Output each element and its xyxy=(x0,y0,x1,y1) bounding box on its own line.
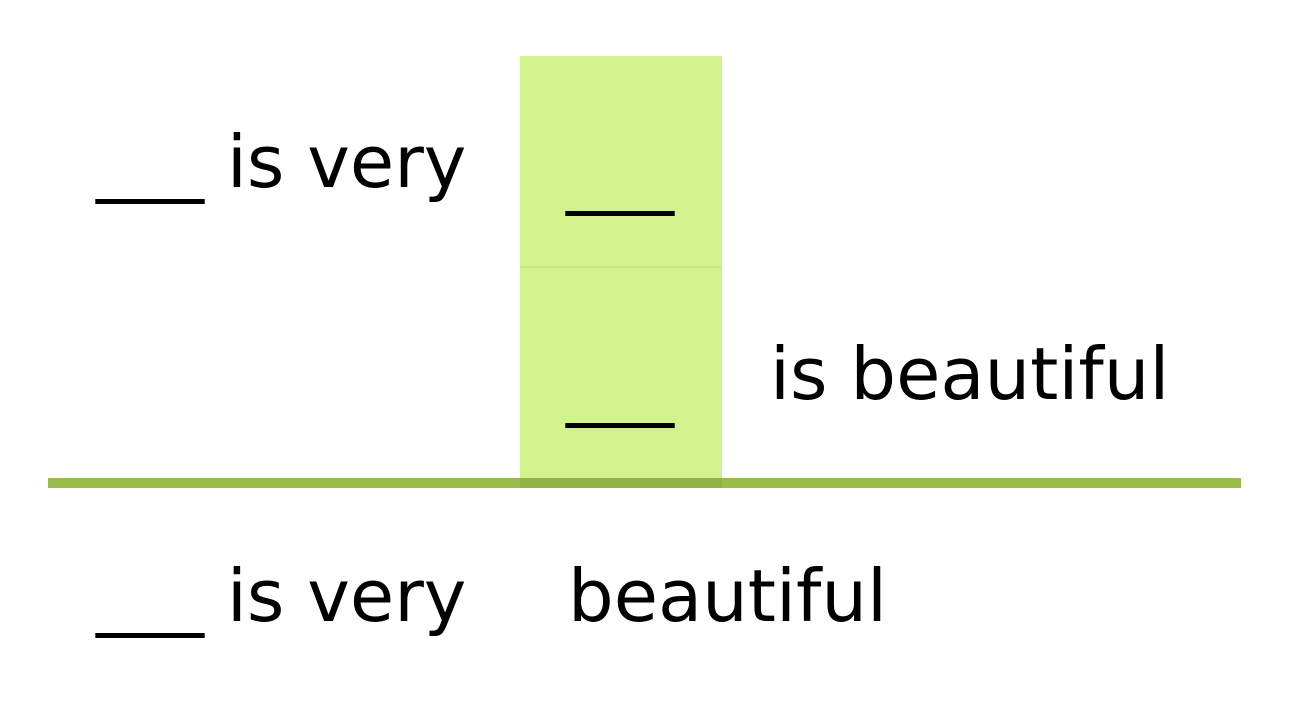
middle-row-right-text: is beautiful xyxy=(770,332,1170,416)
bottom-row-right-text: beautiful xyxy=(568,554,887,638)
bottom-row-left-text: ___ is very xyxy=(96,554,467,638)
highlighted-column xyxy=(520,56,722,488)
rule-overlap xyxy=(520,478,722,488)
top-row-blank: ___ xyxy=(566,132,674,216)
middle-row-blank: ___ xyxy=(566,344,674,428)
top-row-left-text: ___ is very xyxy=(96,120,467,204)
cell-divider xyxy=(520,266,722,268)
